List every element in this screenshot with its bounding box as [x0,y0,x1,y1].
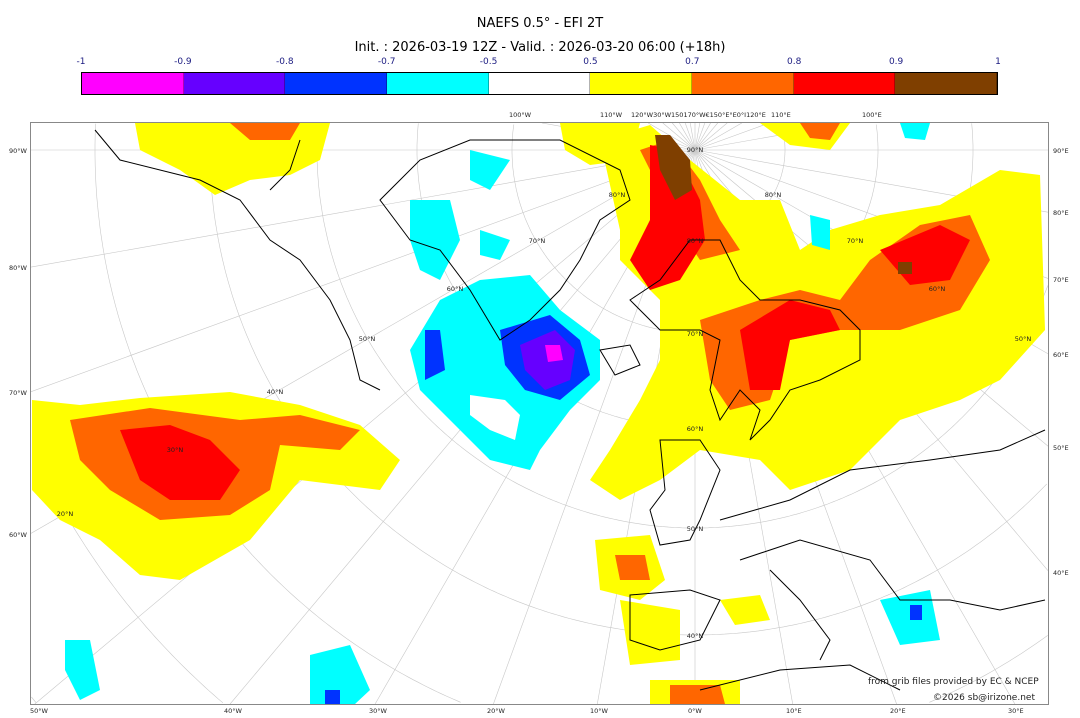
bottom-lon-label: 20°E [890,707,906,715]
colorbar-tick-label: -0.9 [174,57,192,67]
colorbar-tick-label: 1 [995,57,1001,67]
colorbar-swatch [82,73,184,94]
top-lon-label: 100°E [862,111,882,119]
field-orange-arctic [230,123,840,140]
right-lon-label: 80°E [1053,209,1069,217]
left-lon-label: 70°W [9,389,27,397]
meridian [31,149,696,268]
meridian [689,123,696,151]
colorbar-tick-label: -1 [76,57,86,67]
left-lon-label: 60°W [9,531,27,539]
latitude-label: 40°N [687,632,704,640]
colorbar-tick-label: 0.8 [787,57,802,67]
latitude-label: 50°N [359,335,376,343]
top-lon-label: 120°W30°W150170°W€150°E°E0°I120°E [631,111,766,119]
meridian [694,123,701,151]
colorbar [81,72,998,95]
colorbar-tick-label: -0.5 [479,57,498,67]
latitude-label: 70°N [529,237,546,245]
field-orange-iberia [615,555,725,704]
map-title: NAEFS 0.5° - EFI 2T [476,16,604,31]
latitude-label: 60°N [929,285,946,293]
colorbar-tick-label: -0.8 [275,57,294,67]
colorbar-swatch [590,73,693,94]
meridian [672,123,696,151]
latitude-label: 30°N [167,446,184,454]
latitude-label: 70°N [847,237,864,245]
bottom-lon-label: 20°W [487,707,505,715]
latitude-label: 20°N [57,510,74,518]
colorbar-swatch [488,73,591,94]
meridian [648,123,696,151]
right-lon-label: 60°E [1053,351,1069,359]
top-lon-label: 110°W [600,111,623,119]
bottom-lon-label: 10°E [786,707,802,715]
latitude-circle [31,696,37,703]
copyright: ©2026 sb@irizone.net [933,693,1035,703]
meridian [694,123,706,151]
latitude-label: 80°N [687,237,704,245]
meridian [662,123,696,151]
bottom-lon-label: 50°W [30,707,48,715]
latitude-label: 70°N [687,330,704,338]
latitude-label: 60°N [447,285,464,293]
latitude-label: 50°N [687,525,704,533]
meridian [694,123,742,151]
source-credit: from grib files provided by EC & NCEP [868,677,1039,687]
latitude-label: 90°N [687,146,704,154]
field-magenta-iceland [545,345,563,362]
colorbar-tick-label: 0.7 [685,57,700,67]
bottom-lon-label: 30°W [369,707,387,715]
bottom-lon-label: 40°W [224,707,242,715]
colorbar-tick-label: 0.5 [583,57,598,67]
map-subtitle: Init. : 2026-03-19 12Z - Valid. : 2026-0… [354,40,726,55]
meridian [31,149,696,392]
field-purple-iceland [520,330,575,390]
map-area[interactable]: 90°N 80°N 70°N 60°N 50°N 40°N 80°N 70°N 60°N 50°N… [30,122,1049,705]
bottom-lon-label: 10°W [590,707,608,715]
field-orange-scandinavia [640,140,990,410]
meridian [694,123,711,151]
field-brown-pole [655,135,912,274]
latitude-label: 60°N [687,425,704,433]
bottom-lon-label: 0°W [688,707,702,715]
colorbar-swatch [285,73,388,94]
left-lon-label: 80°W [9,264,27,272]
meridian [694,123,718,151]
colorbar-swatch [692,73,794,94]
colorbar-tick-label: -0.7 [377,57,396,67]
field-red-atlantic [120,425,240,500]
meridian [679,123,696,151]
colorbar-tick-label: 0.9 [888,57,904,67]
efi-fields [32,123,1045,704]
colorbar-swatch [895,73,998,94]
right-lon-label: 40°E [1053,569,1069,577]
left-lon-label: 90°W [9,147,27,155]
bottom-lon-label: 30°E [1008,707,1024,715]
meridian [694,123,728,151]
coastlines [94,129,1046,691]
top-lon-label: 110°E [771,111,791,119]
colorbar-swatch [793,73,896,94]
top-lon-label: 100°W [509,111,532,119]
field-white-hole [470,395,520,440]
colorbar-swatch [183,73,286,94]
right-lon-label: 90°E [1053,147,1069,155]
latitude-label: 50°N [1015,335,1032,343]
meridian [34,149,696,704]
right-lon-label: 50°E [1053,444,1069,452]
field-yellow-arctic [135,123,850,195]
colorbar-swatch [387,73,489,94]
latitude-label: 80°N [609,191,626,199]
latitude-label: 40°N [267,388,284,396]
efi-map: 90°N 80°N 70°N 60°N 50°N 40°N 80°N 70°N 60°N 50°N… [31,123,1048,704]
field-cyan-greenland [410,150,510,280]
meridian [684,123,696,151]
meridian [694,123,770,151]
latitude-label: 80°N [765,191,782,199]
right-lon-label: 70°E [1053,276,1069,284]
